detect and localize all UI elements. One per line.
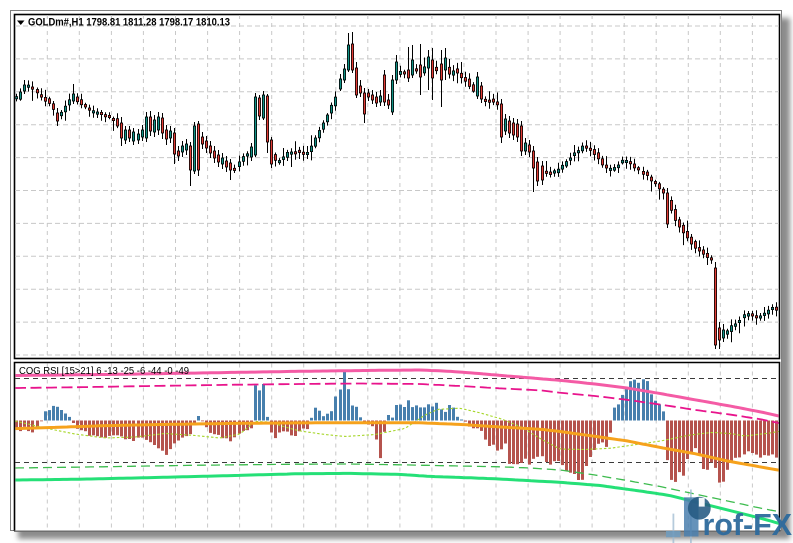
svg-text:COG RSI [15>21] 6 -13 -25 -6 -: COG RSI [15>21] 6 -13 -25 -6 -44 -0 -49 bbox=[19, 366, 189, 377]
svg-text:GOLDm#,H1 1798.81 1811.28 1798: GOLDm#,H1 1798.81 1811.28 1798.17 1810.1… bbox=[28, 17, 230, 29]
svg-text:rof-FX: rof-FX bbox=[703, 507, 793, 542]
